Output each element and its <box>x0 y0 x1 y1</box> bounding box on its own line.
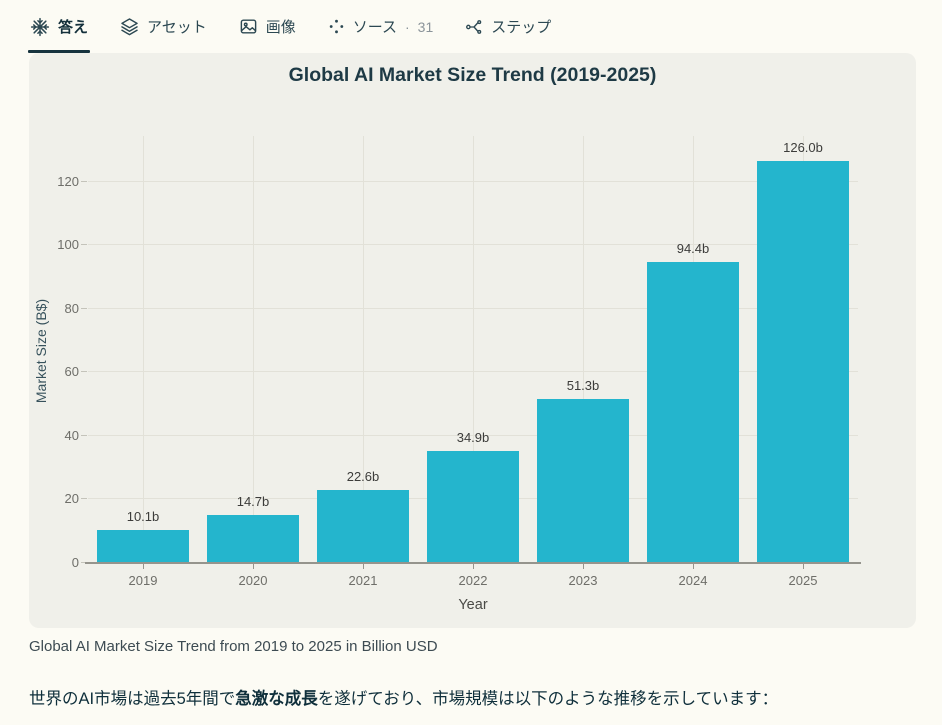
bar-2020 <box>207 515 299 562</box>
bar-2022 <box>427 451 519 562</box>
chart-caption: Global AI Market Size Trend from 2019 to… <box>29 638 438 655</box>
bar-2019 <box>97 529 189 562</box>
answer-paragraph: 世界のAI市場は過去5年間で急激な成長を遂げており、市場規模は以下のような推移を… <box>29 686 929 712</box>
x-tickmark <box>473 564 474 569</box>
tab-label: ステップ <box>491 19 552 36</box>
bar-value-label: 126.0b <box>783 140 823 156</box>
bar-value-label: 51.3b <box>566 377 600 393</box>
y-tick-label: 0 <box>71 555 79 570</box>
y-tick-label: 60 <box>64 364 79 380</box>
x-gridline <box>253 136 254 562</box>
chart-card[interactable]: Global AI Market Size Trend (2019-2025) … <box>29 53 916 628</box>
bar-value-label: 14.7b <box>236 494 270 510</box>
y-tick-label: 100 <box>57 237 79 253</box>
x-tick-label: 2019 <box>128 573 158 588</box>
paragraph-text: 世界のAI市場は過去5年間で <box>29 690 236 708</box>
x-tickmark <box>253 564 254 569</box>
x-gridline <box>143 136 144 562</box>
x-tick-label: 2025 <box>788 573 818 588</box>
layers-icon <box>120 17 139 36</box>
paragraph-text: を遂げており、市場規模は以下のような推移を示しています： <box>317 690 779 708</box>
tab-label: ソース <box>352 19 397 36</box>
x-gridline <box>363 136 364 562</box>
tab-label: アセット <box>147 19 207 36</box>
bar-value-label: 22.6b <box>346 469 380 485</box>
x-tick-label: 2022 <box>458 573 488 588</box>
bar-2025 <box>757 161 849 562</box>
bar-value-label: 10.1b <box>126 508 160 524</box>
steps-branch-icon <box>465 18 483 36</box>
x-tick-label: 2024 <box>678 573 708 588</box>
x-axis-line <box>85 562 861 564</box>
bar-2024 <box>647 261 739 562</box>
x-tickmark <box>363 564 364 569</box>
image-icon <box>239 17 258 36</box>
x-tick-label: 2020 <box>238 573 268 588</box>
tab-count-separator: · <box>405 18 410 35</box>
y-tick-label: 40 <box>64 427 79 443</box>
x-tickmark <box>583 564 584 569</box>
y-tick-label: 80 <box>64 300 79 316</box>
y-tickmark <box>81 307 87 309</box>
paragraph-bold-text: 急激な成長 <box>235 690 318 708</box>
tab-bar: 答え アセット 画像 <box>0 0 942 53</box>
y-tick-label: 20 <box>64 491 79 507</box>
tab-label: 答え <box>58 19 89 36</box>
x-tick-label: 2023 <box>568 573 598 588</box>
x-gridline <box>583 136 584 562</box>
x-axis-label: Year <box>458 597 488 613</box>
bar-value-label: 94.4b <box>676 240 710 256</box>
tab-steps[interactable]: ステップ <box>465 0 551 53</box>
y-tickmark <box>81 180 87 182</box>
x-tickmark <box>143 564 144 569</box>
chart-title: Global AI Market Size Trend (2019-2025) <box>288 64 657 86</box>
y-tickmark <box>81 434 87 436</box>
x-tickmark <box>693 564 694 569</box>
tab-sources[interactable]: ソース · 31 <box>328 0 434 53</box>
y-tickmark <box>81 498 87 500</box>
source-dots-icon <box>328 18 345 35</box>
y-tickmark <box>81 562 87 563</box>
x-tickmark <box>803 564 804 569</box>
y-tickmark <box>81 371 87 373</box>
sources-count-badge: 31 <box>417 18 434 35</box>
genspark-logo-icon <box>30 17 50 37</box>
y-tick-label: 120 <box>57 173 79 189</box>
tab-label: 画像 <box>265 19 296 36</box>
bar-2021 <box>317 490 409 562</box>
bar-value-label: 34.9b <box>456 430 490 446</box>
x-gridline <box>473 136 474 562</box>
tab-images[interactable]: 画像 <box>239 0 296 53</box>
x-tick-label: 2021 <box>348 573 378 588</box>
bar-2023 <box>537 398 629 562</box>
tab-answer[interactable]: 答え <box>27 0 91 53</box>
y-tickmark <box>81 244 87 246</box>
tab-assets[interactable]: アセット <box>120 0 207 53</box>
